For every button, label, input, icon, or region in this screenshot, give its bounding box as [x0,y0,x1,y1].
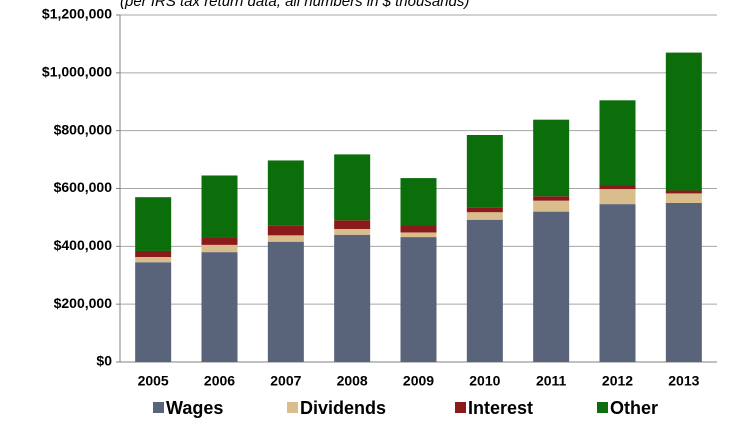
bar-segment [201,237,238,245]
y-tick-label: $1,200,000 [42,6,112,22]
bar-segment [334,228,371,235]
bar-segment [267,241,304,362]
bar-segment [466,219,503,362]
bar-segment [599,100,636,186]
bar-segment [135,257,172,263]
bar-segment [665,202,702,362]
bar-segment [665,52,702,191]
legend-swatch [153,402,164,413]
bar-segment [599,185,636,190]
x-tick-label: 2007 [270,373,301,389]
bar-segment [201,175,238,238]
legend-label: Wages [166,398,223,418]
x-tick-label: 2011 [536,373,567,389]
bar-segment [201,244,238,253]
y-tick-label: $1,000,000 [42,64,112,80]
y-tick-label: $0 [96,353,112,369]
bar-segment [533,119,570,197]
bar-segment [533,211,570,362]
legend-label: Other [610,398,658,418]
bar-segment [599,204,636,362]
bar-segment [533,200,570,212]
y-tick-label: $600,000 [54,179,113,195]
x-tick-label: 2008 [337,373,368,389]
bar-segment [334,154,371,221]
bar-segment [400,232,437,238]
bar-segment [135,197,172,251]
x-tick-label: 2009 [403,373,434,389]
legend-swatch [287,402,298,413]
legend-label: Dividends [300,398,386,418]
bar-segment [334,234,371,362]
bar-segment [400,178,437,226]
y-tick-label: $800,000 [54,121,113,137]
bar-segment [665,190,702,194]
bar-segment [267,225,304,236]
bar-segment [400,237,437,362]
bar-segment [267,235,304,242]
bar-segment [400,225,437,233]
bar-segment [466,207,503,213]
bar-segment [466,135,503,208]
bar-segment [665,193,702,203]
bar-segment [267,160,304,226]
y-tick-label: $400,000 [54,237,113,253]
bar-segment [599,189,636,205]
x-tick-label: 2005 [138,373,169,389]
bar-segment [135,250,172,258]
x-tick-label: 2012 [602,373,633,389]
x-tick-label: 2013 [668,373,699,389]
bar-segment [466,212,503,220]
x-tick-label: 2010 [469,373,500,389]
legend-swatch [597,402,608,413]
bar-segment [533,196,570,201]
y-tick-label: $200,000 [54,295,113,311]
x-tick-label: 2006 [204,373,235,389]
bar-segment [135,262,172,362]
chart-subtitle: (per IRS tax return data, all numbers in… [120,0,469,10]
legend-swatch [455,402,466,413]
bar-segment [334,220,371,229]
bar-segment [201,252,238,362]
legend-label: Interest [468,398,533,418]
